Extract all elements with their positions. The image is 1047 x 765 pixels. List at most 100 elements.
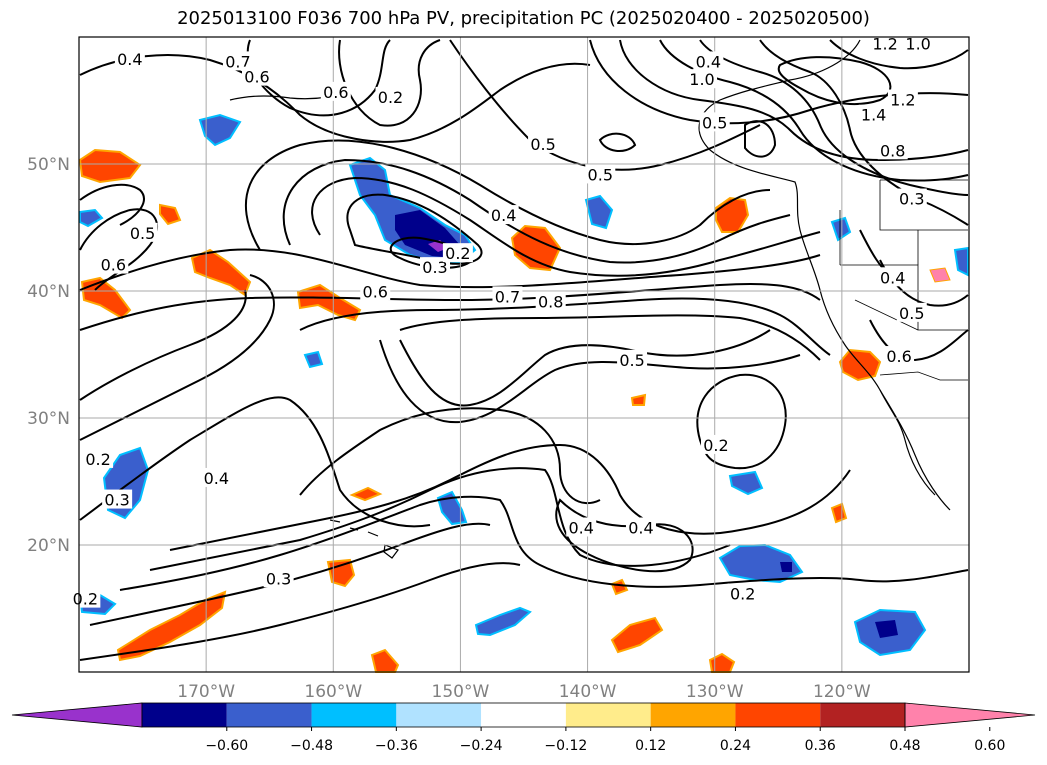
pv-contours bbox=[79, 39, 969, 661]
contour-label: 0.3 bbox=[422, 258, 447, 277]
contour-label: 0.8 bbox=[880, 141, 905, 160]
contour-label-background bbox=[896, 188, 927, 208]
coastline-hawaii bbox=[329, 519, 399, 559]
pv-contour-line bbox=[829, 39, 969, 70]
coastline-north-america bbox=[698, 39, 951, 511]
precip-negative-area bbox=[436, 490, 468, 526]
contour-label: 0.6 bbox=[101, 256, 126, 275]
contour-label: 0.4 bbox=[880, 268, 905, 287]
precip-negative-area bbox=[830, 216, 852, 242]
pv-contour-line bbox=[119, 495, 969, 591]
pv-contour-line bbox=[744, 120, 777, 158]
contour-label-background bbox=[98, 254, 129, 274]
contour-label: 1.2 bbox=[872, 35, 897, 54]
contour-label-background bbox=[884, 346, 915, 366]
pv-contour-line bbox=[311, 176, 821, 277]
contour-label: 0.2 bbox=[378, 88, 403, 107]
pv-contour-line bbox=[346, 193, 483, 265]
pv-contour-line bbox=[89, 522, 491, 626]
pv-contour-line bbox=[619, 39, 969, 162]
contour-label-background bbox=[83, 448, 114, 468]
precip-negative-area bbox=[728, 470, 764, 496]
latitude-label: 30°N bbox=[27, 409, 70, 429]
pv-contour-line bbox=[79, 282, 821, 331]
precip-positive-area bbox=[838, 348, 882, 382]
contour-label-background bbox=[699, 112, 730, 132]
pv-contour-line bbox=[696, 373, 787, 470]
contour-label: 0.5 bbox=[130, 224, 155, 243]
contour-label: 0.5 bbox=[530, 135, 555, 154]
precip-negative-area bbox=[953, 246, 969, 277]
colorbar-tick-label: 0.12 bbox=[635, 738, 666, 754]
contour-label-background bbox=[114, 48, 145, 68]
contour-label-background bbox=[442, 243, 473, 263]
contour-label-background bbox=[903, 33, 934, 53]
precip-negative-area bbox=[474, 606, 532, 637]
colorbar-segment bbox=[396, 703, 482, 727]
precip-positive-area bbox=[830, 502, 848, 524]
precip-positive-area bbox=[510, 224, 562, 272]
precip-positive-area bbox=[78, 148, 142, 184]
colorbar-tick-label: −0.60 bbox=[205, 738, 248, 754]
precip-positive-area bbox=[349, 486, 383, 502]
coastlines bbox=[229, 39, 951, 559]
contour-label-background bbox=[360, 281, 391, 301]
contour-label-background bbox=[127, 222, 158, 242]
precip-negative-area bbox=[79, 208, 104, 228]
contour-label-background bbox=[242, 66, 272, 86]
contour-label-background bbox=[617, 349, 648, 369]
contour-label: 0.2 bbox=[73, 590, 98, 609]
precip-negative-area bbox=[718, 543, 804, 584]
contour-label: 0.3 bbox=[266, 569, 291, 588]
precip-negative-area bbox=[780, 562, 792, 572]
pv-contour-line bbox=[169, 443, 851, 551]
latitude-labels: 50°N 40°N 30°N 20°N bbox=[27, 155, 70, 556]
contour-label: 0.4 bbox=[117, 50, 142, 69]
precip-positive-area bbox=[116, 590, 227, 662]
contour-label-background bbox=[528, 133, 559, 153]
contour-label: 0.4 bbox=[204, 469, 229, 488]
contour-label-background bbox=[492, 286, 523, 306]
contour-labels: 0.4 0.70.60.6 0.20.50.50.40.50.6 0.30.20.6 0… bbox=[70, 33, 934, 609]
precip-positive-area bbox=[630, 393, 647, 406]
contour-label: 0.5 bbox=[619, 351, 644, 370]
border-line bbox=[879, 180, 968, 231]
pv-contour-line bbox=[79, 289, 247, 401]
precip-positive-area bbox=[326, 558, 356, 588]
contour-label: 0.2 bbox=[703, 436, 728, 455]
contour-label: 1.0 bbox=[905, 35, 930, 54]
longitude-labels: 170°W 160°W 150°W 140°W 130°W 120°W bbox=[177, 682, 871, 702]
contour-label: 0.8 bbox=[538, 292, 563, 311]
colorbar-tick-label: −0.24 bbox=[460, 738, 503, 754]
map-title: 2025013100 F036 700 hPa PV, precipitatio… bbox=[177, 8, 870, 29]
colorbar-tick-label: −0.12 bbox=[544, 738, 587, 754]
pv-contour-line bbox=[777, 56, 892, 106]
contour-label-background bbox=[102, 489, 133, 509]
precip-negative-area bbox=[198, 113, 242, 147]
contour-label: 0.3 bbox=[899, 190, 924, 209]
contour-label: 0.6 bbox=[244, 68, 269, 87]
precipitation-shading bbox=[78, 113, 969, 673]
contour-label: 0.3 bbox=[104, 491, 129, 510]
border-line bbox=[854, 299, 919, 331]
precip-positive-area bbox=[190, 248, 252, 297]
colorbar-extend-max bbox=[904, 702, 1036, 728]
contour-label: 0.4 bbox=[696, 52, 721, 71]
pv-contour-line bbox=[79, 562, 521, 661]
longitude-label: 140°W bbox=[559, 682, 617, 702]
colorbar-tick-label: 0.60 bbox=[974, 738, 1005, 754]
contour-label: 0.7 bbox=[495, 287, 520, 306]
pv-contour-line bbox=[759, 39, 969, 226]
longitude-label: 160°W bbox=[304, 682, 362, 702]
contour-label: 0.5 bbox=[702, 113, 727, 132]
precip-positive-area bbox=[610, 578, 629, 596]
coastline-baja bbox=[879, 389, 936, 496]
state-borders bbox=[839, 179, 968, 381]
colorbar-tick-label: −0.48 bbox=[290, 738, 333, 754]
colorbar: −0.60 −0.48 −0.36 −0.24 −0.12 0.12 0.24 0.36 0.4… bbox=[11, 702, 1036, 754]
colorbar-outline bbox=[141, 702, 906, 728]
contour-label-background bbox=[877, 267, 908, 287]
precip-positive-area bbox=[80, 276, 132, 320]
pv-contour-line bbox=[299, 297, 831, 356]
